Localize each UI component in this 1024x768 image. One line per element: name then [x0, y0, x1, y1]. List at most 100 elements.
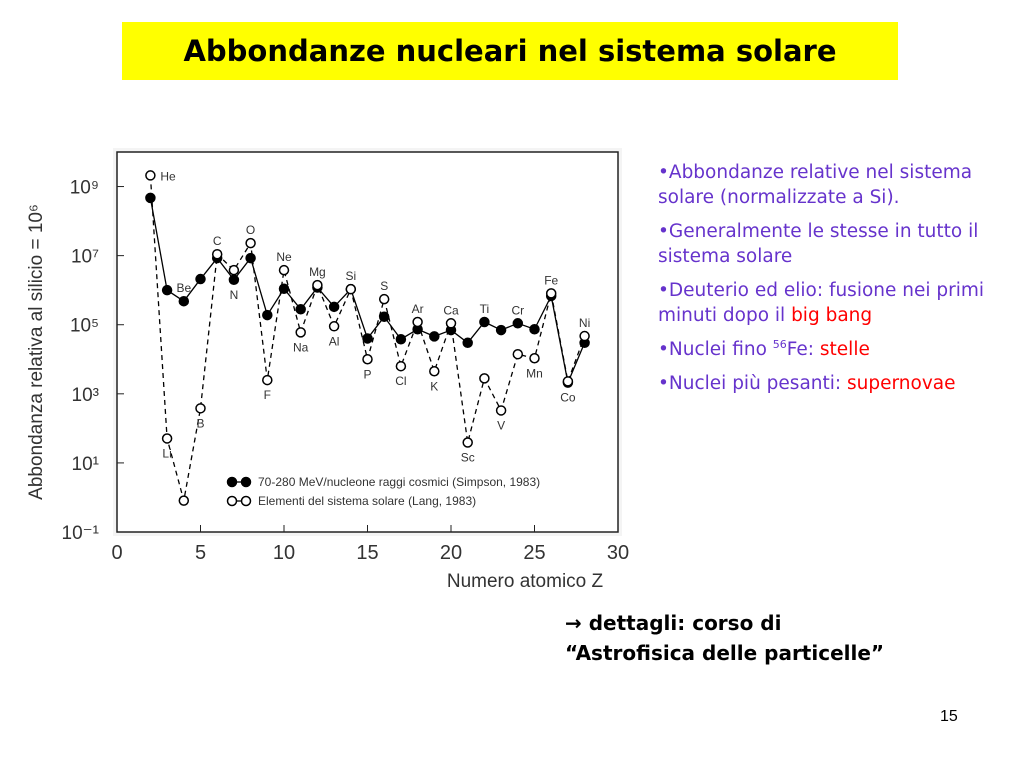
- data-point: [395, 360, 407, 372]
- bullet-text: •Abbondanze relative nel sistema solare …: [658, 162, 973, 208]
- data-point: [512, 318, 524, 329]
- data-point: [262, 374, 273, 386]
- legend-marker: [226, 476, 238, 488]
- data-point: [245, 252, 256, 264]
- legend-label: Elementi del sistema solare (Lang, 1983): [258, 494, 476, 508]
- y-axis-label: Abbondanza relativa al silicio = 10⁶: [26, 204, 47, 500]
- data-point: [161, 284, 173, 296]
- element-label: Ar: [412, 302, 424, 316]
- x-tick-label: 0: [111, 542, 122, 564]
- data-point: [362, 354, 373, 365]
- element-label: Li: [162, 446, 171, 460]
- data-point: [328, 301, 340, 313]
- element-label: Mg: [309, 265, 326, 279]
- element-label: Al: [329, 334, 340, 348]
- legend-marker: [240, 495, 252, 507]
- data-point: [479, 373, 490, 384]
- data-point: [295, 304, 306, 315]
- data-point: [178, 295, 190, 307]
- note-line: “Astrofisica delle particelle”: [565, 641, 885, 665]
- y-tick-label: 10⁹: [70, 178, 99, 199]
- data-point: [495, 324, 507, 336]
- data-point: [462, 337, 473, 349]
- element-label: Be: [176, 281, 191, 295]
- element-label: Mn: [526, 366, 543, 380]
- element-label: S: [380, 279, 388, 293]
- bullet-text: •Nuclei più pesanti:: [658, 373, 848, 394]
- element-label: V: [497, 418, 505, 432]
- element-label: Cr: [511, 303, 524, 317]
- data-point: [395, 333, 407, 345]
- legend-marker: [226, 495, 238, 507]
- data-point: [345, 283, 357, 295]
- data-point: [445, 318, 457, 329]
- element-label: P: [363, 367, 371, 381]
- page-number: 15: [940, 708, 958, 725]
- element-label: Na: [293, 340, 309, 354]
- element-label: Cl: [395, 374, 406, 388]
- bullet-text: Fe:: [786, 339, 820, 360]
- data-point: [195, 403, 206, 414]
- element-label: Ne: [276, 250, 292, 264]
- data-point: [161, 433, 173, 444]
- element-label: Co: [560, 391, 576, 405]
- bullet-item: •Nuclei più pesanti: supernovae: [658, 371, 1018, 396]
- legend-marker: [240, 476, 252, 488]
- note: → dettagli: corso di “Astrofisica delle p…: [565, 608, 884, 668]
- data-point: [562, 376, 574, 387]
- data-point: [429, 331, 440, 342]
- bullet-text: stelle: [819, 339, 870, 360]
- data-point: [262, 309, 273, 321]
- legend-label: 70-280 MeV/nucleone raggi cosmici (Simps…: [258, 475, 540, 489]
- data-point: [195, 273, 206, 285]
- data-point: [178, 495, 190, 506]
- element-label: F: [264, 388, 271, 402]
- x-tick-label: 5: [195, 542, 206, 564]
- data-point: [312, 279, 323, 291]
- data-point: [295, 327, 306, 338]
- data-point: [529, 323, 540, 335]
- data-point: [278, 264, 290, 276]
- data-point: [462, 437, 473, 448]
- x-tick-label: 15: [356, 542, 378, 564]
- bullet-item: •Generalmente le stesse in tutto il sist…: [658, 219, 1018, 269]
- bullet-text: 56: [772, 337, 787, 351]
- element-label: B: [196, 416, 204, 430]
- x-axis-label: Numero atomico Z: [447, 571, 604, 592]
- data-point: [278, 283, 290, 295]
- bullet-text: •Nuclei fino: [658, 339, 773, 360]
- data-point: [145, 192, 156, 204]
- element-label: Fe: [544, 273, 558, 287]
- data-point: [429, 366, 440, 377]
- data-point: [378, 293, 390, 305]
- data-point: [378, 311, 390, 323]
- y-tick-label: 10³: [72, 385, 99, 406]
- bullet-text: •Generalmente le stesse in tutto il sist…: [658, 221, 979, 267]
- data-point: [145, 170, 156, 181]
- data-point: [512, 348, 524, 360]
- bullet-text: big bang: [791, 305, 873, 326]
- element-label: Sc: [461, 450, 475, 464]
- data-point: [495, 405, 507, 416]
- data-point: [328, 321, 340, 332]
- y-tick-label: 10⁻¹: [62, 523, 100, 544]
- data-point: [211, 248, 223, 260]
- data-point: [228, 264, 240, 276]
- element-label: C: [213, 234, 222, 248]
- element-label: Ti: [480, 302, 490, 316]
- element-label: N: [230, 288, 239, 302]
- data-point: [579, 330, 590, 342]
- element-label: He: [160, 169, 176, 183]
- chart: 0 5 10 15 20 25 30 10⁹ 10⁷ 10⁵ 10³ 10¹ 10⁻¹ Abbondanz…: [26, 148, 629, 592]
- data-point: [479, 316, 490, 328]
- x-tick-label: 20: [440, 542, 462, 564]
- element-label: Ni: [579, 316, 590, 330]
- data-point: [362, 333, 373, 344]
- element-label: K: [430, 379, 438, 393]
- data-point: [529, 353, 540, 364]
- data-point: [228, 274, 240, 286]
- data-point: [545, 288, 557, 299]
- data-point: [412, 316, 423, 328]
- bullet-item: •Nuclei fino 56Fe: stelle: [658, 337, 1018, 362]
